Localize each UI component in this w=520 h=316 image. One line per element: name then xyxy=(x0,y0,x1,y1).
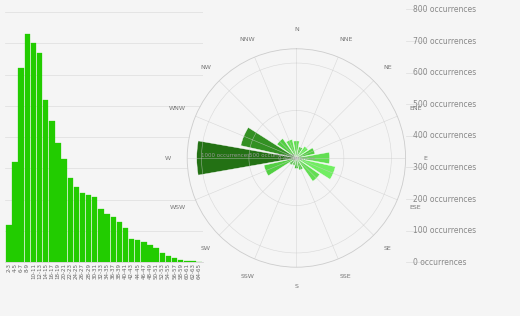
Bar xyxy=(141,242,147,262)
Bar xyxy=(31,43,36,262)
Bar xyxy=(296,148,315,158)
Bar xyxy=(292,158,296,165)
Bar xyxy=(55,143,61,262)
Bar xyxy=(277,139,296,158)
Bar xyxy=(135,240,140,262)
Bar xyxy=(37,53,42,262)
Bar xyxy=(147,245,153,262)
Bar xyxy=(6,225,11,262)
Bar xyxy=(296,146,308,158)
Bar xyxy=(153,248,159,262)
Text: 100 occurrences: 100 occurrences xyxy=(413,226,476,235)
Bar xyxy=(111,217,116,262)
Text: 600 occurrences: 600 occurrences xyxy=(413,68,477,77)
Bar xyxy=(68,178,73,262)
Bar xyxy=(116,222,122,262)
Bar xyxy=(80,193,85,262)
Bar xyxy=(197,141,296,175)
Bar xyxy=(86,195,92,262)
Bar xyxy=(296,158,320,181)
Bar xyxy=(296,158,303,170)
Bar xyxy=(184,261,190,262)
Bar xyxy=(296,158,335,179)
Bar xyxy=(160,253,165,262)
Bar xyxy=(286,139,296,158)
Bar xyxy=(129,239,134,262)
Text: 800 occurrences: 800 occurrences xyxy=(413,5,476,14)
Bar xyxy=(123,228,128,262)
Bar xyxy=(296,147,303,158)
Text: 700 occurrences: 700 occurrences xyxy=(413,37,477,46)
Bar xyxy=(98,209,103,262)
Text: 300 occurrences: 300 occurrences xyxy=(413,163,477,172)
Text: 500 occurrences: 500 occurrences xyxy=(413,100,477,109)
Bar xyxy=(166,256,171,262)
Bar xyxy=(105,214,110,262)
Bar xyxy=(172,258,177,262)
Bar xyxy=(43,100,48,262)
Bar xyxy=(92,197,97,262)
Bar xyxy=(241,127,296,158)
Text: 200 occurrences: 200 occurrences xyxy=(413,195,476,204)
Bar xyxy=(290,158,296,165)
Bar xyxy=(264,158,296,176)
Bar xyxy=(293,141,300,158)
Bar xyxy=(74,187,79,262)
Text: 0 occurrences: 0 occurrences xyxy=(278,155,315,161)
Bar xyxy=(61,159,67,262)
Bar xyxy=(12,162,18,262)
Text: 400 occurrences: 400 occurrences xyxy=(413,131,477,140)
Bar xyxy=(49,121,55,262)
Bar xyxy=(190,261,196,262)
Bar xyxy=(178,260,184,262)
Bar xyxy=(295,158,298,168)
Bar xyxy=(296,152,330,164)
Bar xyxy=(24,34,30,262)
Text: 0 occurrences: 0 occurrences xyxy=(413,258,467,267)
Bar xyxy=(18,68,24,262)
